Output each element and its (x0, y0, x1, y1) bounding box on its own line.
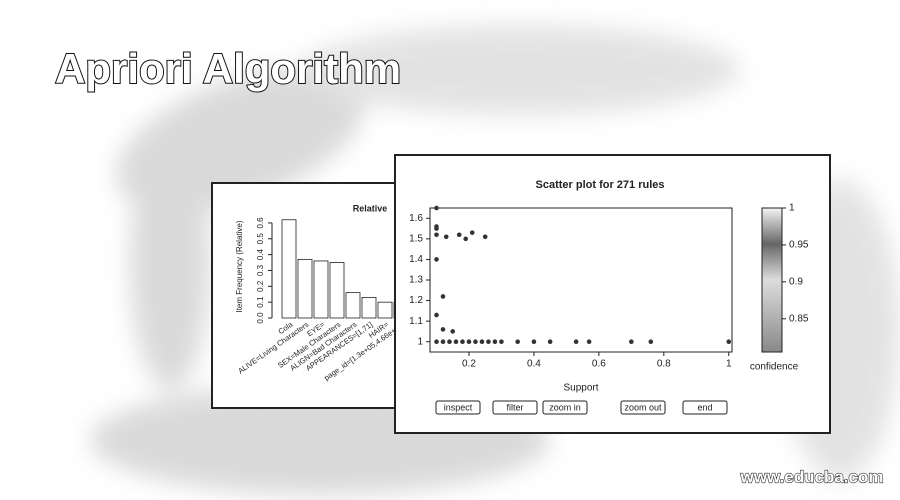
point (531, 339, 537, 345)
point (440, 294, 446, 299)
point (460, 339, 465, 345)
y-tick-label: 0.4 (256, 249, 265, 261)
bar (377, 301, 393, 319)
x-tick-label: 0.4 (527, 359, 541, 370)
x-axis-label: Support (563, 383, 598, 394)
y-tick-label: 0.6 (256, 217, 265, 229)
button-frame[interactable] (682, 400, 728, 415)
point (515, 339, 520, 345)
button-label[interactable]: zoom out (624, 402, 662, 412)
point (586, 339, 592, 345)
point (450, 329, 456, 334)
point (440, 327, 446, 332)
y-tick-label: 1 (417, 336, 423, 347)
point (434, 339, 439, 345)
button[interactable]: zoom in (542, 400, 588, 415)
point (466, 339, 472, 345)
point (434, 226, 439, 231)
button[interactable]: filter (492, 400, 538, 415)
point (482, 234, 488, 240)
colorbar-tick-label: 0.85 (789, 313, 809, 324)
point (447, 339, 452, 345)
y-tick-label: 1.5 (409, 233, 423, 244)
point (440, 339, 446, 345)
colorbar-label: confidence (750, 362, 799, 373)
x-tick-label: 1 (726, 359, 732, 370)
y-tick-label: 1.6 (409, 213, 423, 224)
colorbar-tick-label: 1 (789, 203, 795, 214)
y-tick-label: 1.1 (409, 316, 423, 327)
point (547, 339, 553, 345)
watermark: www.educba.com (740, 467, 884, 486)
point (469, 230, 475, 235)
bar (297, 258, 313, 319)
button-label[interactable]: zoom in (549, 402, 581, 412)
point (629, 339, 634, 345)
bar (281, 219, 297, 319)
point (456, 232, 462, 238)
button-frame[interactable] (435, 400, 481, 415)
point (443, 234, 449, 240)
point (434, 257, 439, 262)
point (479, 339, 485, 345)
point (434, 205, 439, 211)
point (492, 339, 498, 345)
scatter-chart-panel: Scatter plot for 271 rules 1 1.1 1.2 1.3 1.4 1… (394, 154, 831, 434)
bar (345, 292, 361, 319)
point (473, 339, 478, 345)
button-frame[interactable] (492, 400, 538, 415)
y-tick-label: 0.2 (256, 280, 265, 292)
x-tick-label: 0.2 (462, 359, 476, 370)
colorbar-tick-label: 0.9 (789, 276, 803, 287)
bar-chart-panel: Relative Item Frequency (Relative) 0.0 0.1 0… (211, 182, 423, 409)
button[interactable]: end (682, 400, 728, 415)
point (453, 339, 459, 345)
point (726, 339, 732, 345)
button-frame[interactable] (542, 400, 588, 415)
button[interactable]: zoom out (620, 400, 666, 415)
y-tick-label: 0.1 (256, 296, 265, 308)
x-tick-label: 0.8 (657, 359, 671, 370)
y-tick-label: 0.0 (256, 312, 265, 324)
point (648, 339, 654, 345)
chart-title: Relative (353, 203, 388, 213)
y-tick-label: 1.3 (409, 275, 423, 286)
x-tick-label: 0.6 (592, 359, 606, 370)
bar (329, 262, 345, 319)
point (463, 236, 469, 242)
point (434, 312, 439, 318)
y-tick-label: 1.2 (409, 295, 423, 306)
point (499, 339, 504, 345)
button-label[interactable]: inspect (444, 402, 473, 412)
colorbar-tick-label: 0.95 (789, 240, 809, 251)
y-axis-label: Item Frequency (Relative) (235, 220, 244, 312)
y-tick-label: 1.4 (409, 254, 423, 265)
bar (313, 260, 329, 319)
page-title: Apriori Algorithm (55, 45, 401, 92)
point (486, 339, 491, 345)
chart-title: Scatter plot for 271 rules (536, 179, 665, 191)
point (573, 339, 579, 345)
button-frame[interactable] (620, 400, 666, 415)
point (434, 232, 439, 238)
button[interactable]: inspect (435, 400, 481, 415)
bar (361, 296, 377, 319)
button-label[interactable]: filter (506, 402, 523, 412)
y-tick-label: 0.5 (256, 233, 265, 245)
button-label[interactable]: end (697, 402, 712, 412)
y-tick-label: 0.3 (256, 264, 265, 276)
colorbar (761, 207, 783, 353)
